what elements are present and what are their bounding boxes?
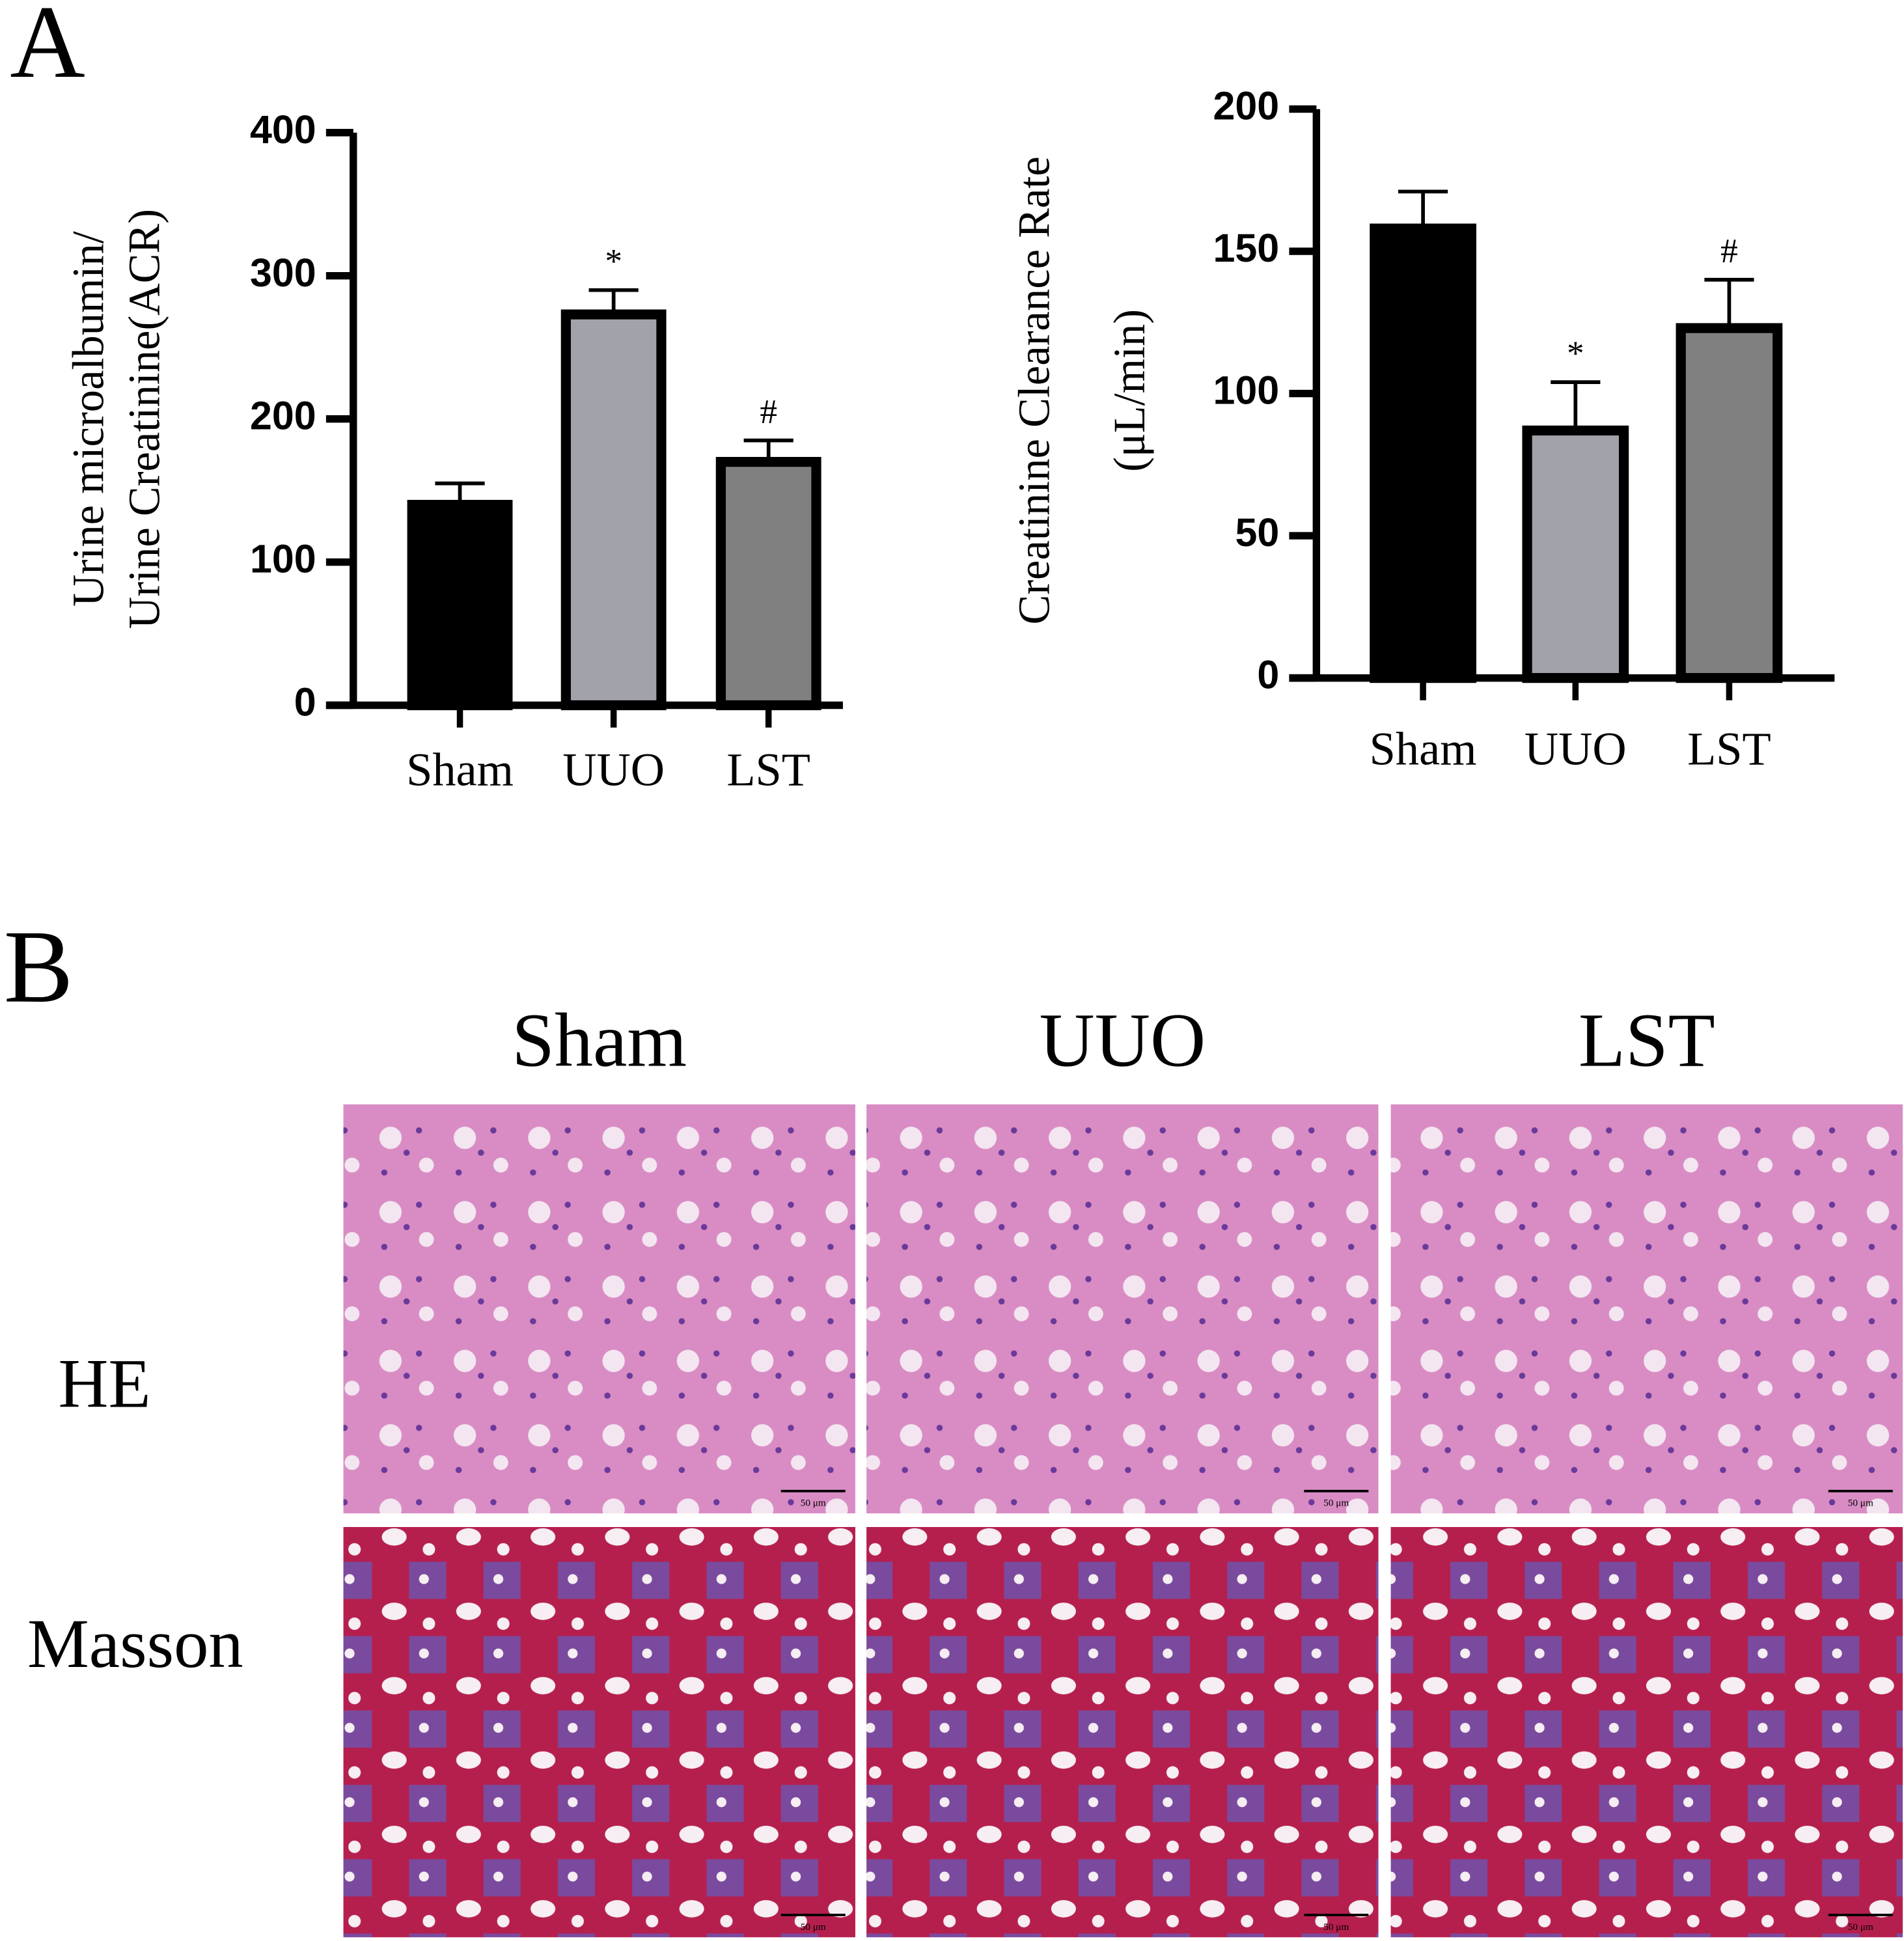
y-axis-label: Urine microalbumin/	[64, 230, 113, 607]
micrograph	[866, 1526, 1379, 1938]
micrograph	[343, 1526, 855, 1938]
y-tick-label: 400	[250, 107, 316, 152]
significance-mark: *	[605, 241, 622, 281]
y-tick-label: 0	[294, 680, 316, 724]
bar	[407, 499, 513, 711]
row-label: Masson	[27, 1606, 243, 1683]
micrograph	[343, 1104, 855, 1514]
y-tick-label: 0	[1257, 653, 1279, 697]
category-label: LST	[1687, 723, 1771, 775]
micrograph	[866, 1104, 1379, 1514]
panel-label: A	[10, 0, 85, 100]
y-axis-label: (μL/min)	[1105, 309, 1154, 472]
scale-bar-label: 50 μm	[1323, 1498, 1349, 1509]
column-label: UUO	[1039, 998, 1206, 1083]
y-tick-label: 200	[250, 394, 316, 438]
category-label: UUO	[1525, 723, 1627, 775]
scale-bar-label: 50 μm	[1848, 1498, 1873, 1509]
column-label: Sham	[512, 998, 687, 1083]
micrograph	[1390, 1104, 1903, 1514]
y-axis-label: Creatinine Clearance Rate	[1010, 156, 1059, 624]
y-axis-label: Urine Creatinine(ACR)	[119, 209, 169, 629]
significance-mark: #	[760, 392, 777, 431]
bar	[560, 309, 667, 711]
significance-mark: #	[1720, 231, 1738, 270]
category-label: UUO	[562, 744, 665, 796]
scale-bar-label: 50 μm	[1323, 1921, 1349, 1933]
category-label: Sham	[406, 744, 514, 796]
category-label: LST	[726, 744, 810, 796]
category-label: Sham	[1370, 723, 1477, 775]
significance-mark: *	[1567, 333, 1584, 372]
scale-bar-label: 50 μm	[1848, 1921, 1873, 1933]
bar	[715, 456, 821, 711]
y-tick-label: 100	[250, 537, 316, 581]
row-label: HE	[59, 1345, 151, 1422]
y-tick-label: 100	[1213, 368, 1280, 413]
panel-label: B	[4, 909, 74, 1025]
scale-bar-label: 50 μm	[801, 1921, 826, 1933]
bar	[1370, 223, 1476, 683]
bar	[1676, 323, 1783, 683]
y-tick-label: 200	[1213, 84, 1280, 128]
y-tick-label: 150	[1213, 226, 1280, 270]
scale-bar-label: 50 μm	[801, 1498, 826, 1509]
micrograph	[1390, 1526, 1903, 1938]
column-label: LST	[1579, 998, 1715, 1083]
y-tick-label: 300	[250, 251, 316, 295]
bar	[1522, 425, 1629, 683]
y-tick-label: 50	[1235, 510, 1279, 555]
